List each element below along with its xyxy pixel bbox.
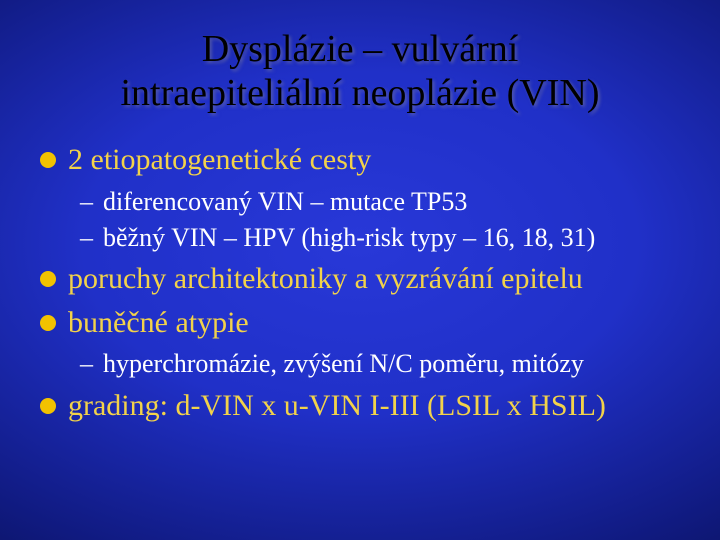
slide-title: Dysplázie – vulvární intraepiteliální ne… — [40, 28, 680, 115]
slide: Dysplázie – vulvární intraepiteliální ne… — [0, 0, 720, 540]
round-bullet-icon — [40, 398, 56, 414]
bullet-text: hyperchromázie, zvýšení N/C poměru, mitó… — [103, 347, 584, 381]
bullet-level2: – diferencovaný VIN – mutace TP53 — [80, 185, 680, 219]
bullet-level1: buněčné atypie — [40, 304, 680, 342]
dash-bullet-icon: – — [80, 347, 93, 381]
slide-content: 2 etiopatogenetické cesty – diferencovan… — [40, 141, 680, 424]
round-bullet-icon — [40, 152, 56, 168]
bullet-level1: 2 etiopatogenetické cesty — [40, 141, 680, 179]
bullet-text: 2 etiopatogenetické cesty — [68, 141, 371, 179]
round-bullet-icon — [40, 271, 56, 287]
bullet-text: běžný VIN – HPV (high-risk typy – 16, 18… — [103, 221, 595, 255]
title-line-1: Dysplázie – vulvární — [202, 28, 519, 70]
bullet-level2: – hyperchromázie, zvýšení N/C poměru, mi… — [80, 347, 680, 381]
bullet-text: poruchy architektoniky a vyzrávání epite… — [68, 260, 583, 298]
round-bullet-icon — [40, 315, 56, 331]
dash-bullet-icon: – — [80, 221, 93, 255]
dash-bullet-icon: – — [80, 185, 93, 219]
bullet-level2: – běžný VIN – HPV (high-risk typy – 16, … — [80, 221, 680, 255]
title-line-2: intraepiteliální neoplázie (VIN) — [120, 72, 599, 114]
bullet-level1: grading: d-VIN x u-VIN I-III (LSIL x HSI… — [40, 387, 680, 425]
bullet-level1: poruchy architektoniky a vyzrávání epite… — [40, 260, 680, 298]
bullet-text: buněčné atypie — [68, 304, 249, 342]
bullet-text: diferencovaný VIN – mutace TP53 — [103, 185, 467, 219]
bullet-text: grading: d-VIN x u-VIN I-III (LSIL x HSI… — [68, 387, 606, 425]
